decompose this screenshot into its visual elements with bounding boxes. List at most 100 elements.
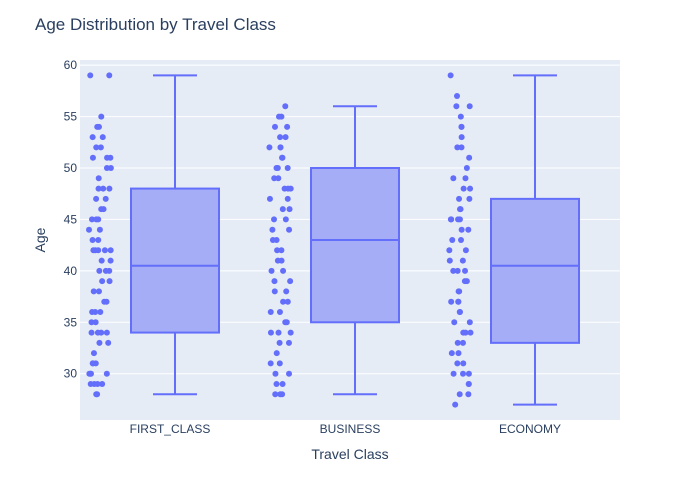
- data-point: [447, 72, 454, 79]
- data-point: [86, 226, 93, 233]
- data-point: [460, 370, 467, 377]
- data-point: [277, 144, 284, 151]
- data-point: [457, 237, 464, 243]
- data-point: [282, 319, 289, 326]
- data-point: [462, 267, 469, 274]
- data-point: [271, 123, 278, 130]
- data-point: [267, 360, 274, 367]
- data-point: [455, 216, 462, 223]
- data-point: [98, 113, 105, 120]
- data-point: [89, 360, 96, 367]
- data-point: [277, 391, 284, 398]
- data-point: [279, 206, 286, 213]
- data-point: [101, 247, 108, 254]
- data-point: [467, 329, 474, 336]
- data-point: [271, 278, 278, 285]
- data-point: [95, 288, 102, 295]
- data-point: [450, 175, 457, 182]
- data-point: [457, 206, 464, 213]
- data-point: [287, 329, 294, 336]
- data-point: [272, 370, 279, 377]
- data-point: [459, 339, 466, 346]
- data-point: [96, 267, 103, 274]
- data-point: [276, 360, 283, 367]
- data-point: [463, 278, 470, 285]
- data-point: [102, 195, 109, 202]
- data-point: [280, 298, 287, 305]
- data-point: [456, 391, 463, 398]
- data-point: [453, 103, 460, 110]
- data-point: [87, 72, 94, 79]
- data-point: [455, 288, 462, 295]
- data-point: [102, 267, 109, 274]
- data-point: [465, 226, 472, 233]
- data-point: [89, 134, 96, 141]
- data-point: [89, 237, 96, 243]
- y-tick-label: 45: [64, 212, 78, 226]
- data-point: [278, 257, 285, 264]
- data-point: [284, 195, 291, 202]
- data-point: [273, 381, 280, 387]
- data-point: [282, 134, 289, 141]
- data-point: [88, 216, 95, 223]
- data-point: [448, 298, 455, 305]
- y-axis-title: Age: [32, 227, 48, 252]
- data-point: [456, 195, 463, 202]
- box-group: [86, 72, 220, 398]
- data-point: [103, 370, 110, 377]
- data-point: [279, 154, 286, 161]
- data-point: [446, 257, 453, 264]
- data-point: [99, 381, 106, 387]
- data-point: [276, 339, 283, 346]
- iqr-box: [130, 187, 220, 334]
- data-point: [286, 370, 293, 377]
- data-point: [286, 206, 293, 213]
- data-point: [89, 154, 96, 161]
- data-point: [93, 216, 100, 223]
- data-point: [454, 360, 461, 367]
- data-point: [275, 329, 282, 336]
- data-point: [283, 288, 290, 295]
- y-tick-label: 35: [64, 315, 78, 329]
- data-point: [104, 154, 111, 161]
- data-point: [271, 175, 278, 182]
- data-point: [95, 237, 102, 243]
- box-series: [86, 72, 580, 408]
- iqr-box: [310, 167, 400, 324]
- data-point: [467, 185, 474, 192]
- x-tick-label: FIRST_CLASS: [130, 422, 211, 436]
- data-point: [273, 165, 280, 171]
- x-axis-title: Travel Class: [311, 446, 388, 462]
- data-point: [287, 278, 294, 285]
- data-point: [107, 257, 114, 264]
- data-point: [100, 185, 107, 192]
- data-point: [90, 350, 97, 357]
- data-point: [460, 185, 467, 192]
- data-point: [454, 267, 461, 274]
- data-point: [450, 370, 457, 377]
- data-point: [267, 329, 274, 336]
- data-point: [93, 144, 100, 151]
- data-point: [269, 226, 276, 233]
- data-point: [280, 267, 287, 274]
- data-point: [106, 72, 113, 79]
- data-point: [458, 123, 465, 130]
- y-tick-label: 50: [64, 161, 78, 175]
- data-point: [93, 195, 100, 202]
- data-point: [274, 247, 281, 254]
- data-point: [452, 401, 459, 408]
- data-point: [97, 144, 104, 151]
- data-point: [276, 309, 283, 315]
- y-tick-label: 40: [64, 264, 78, 278]
- data-point: [466, 154, 473, 161]
- data-point: [105, 339, 112, 346]
- data-point: [286, 226, 293, 233]
- data-point: [465, 391, 472, 398]
- data-point: [96, 339, 103, 346]
- data-point: [276, 113, 283, 120]
- data-point: [279, 381, 286, 387]
- data-point: [466, 319, 473, 326]
- data-point: [465, 381, 472, 387]
- data-point: [94, 391, 101, 398]
- data-point: [278, 247, 285, 254]
